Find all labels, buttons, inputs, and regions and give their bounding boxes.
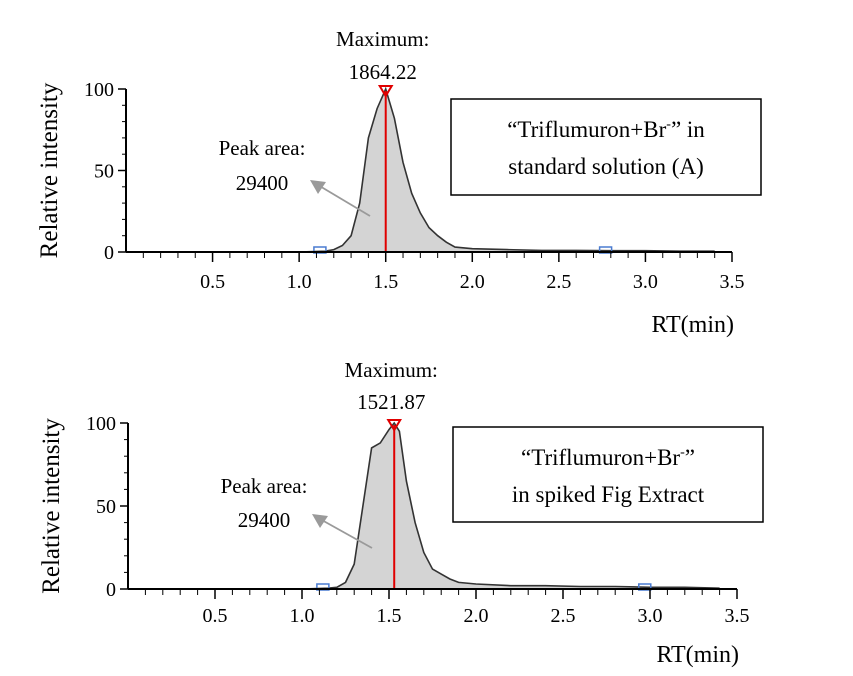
legend-line-1: “Triflumuron+Br-” [521,445,695,470]
x-axis-label: RT(min) [651,312,734,338]
peak-area-value: 29400 [238,508,291,532]
x-tick-label: 1.0 [290,605,315,627]
maximum-value: 1864.22 [349,60,417,84]
legend-line-1: “Triflumuron+Br-” in [507,117,705,142]
y-tick-label: 100 [86,413,116,435]
x-tick-label: 3.0 [633,271,658,293]
chromatogram-trace [301,421,720,590]
peak-marker-triangle [377,85,394,98]
legend-text-main: “Triflumuron+Br [521,445,680,470]
chart-panel-2: 0 50 100 0.5 1.0 1.5 2.0 2.5 3.0 3.5 RT(min) Relati… [38,358,764,668]
peak-area-value: 29400 [236,171,289,195]
y-tick-label: 50 [96,496,116,518]
peak-area-label: Peak area: [221,474,308,498]
legend-line-2: standard solution (A) [508,154,703,179]
legend-box [452,426,764,523]
x-tick-label: 1.5 [377,605,402,627]
legend-line-2: in spiked Fig Extract [512,482,705,507]
x-tick-label: 3.5 [725,605,750,627]
x-tick-label: 2.0 [464,605,489,627]
x-tick-label: 0.5 [200,271,225,293]
x-tick-label: 2.5 [551,605,576,627]
legend-superscript: - [680,445,685,460]
chart-panel-1: 0 50 100 0.5 1.0 1.5 2.0 2.5 3.0 3.5 RT(min) Relati… [36,27,762,338]
peak-area-fill [299,89,715,252]
legend-box [450,98,762,196]
peak-marker-triangle [386,419,402,432]
legend-text-tail: ” [685,445,695,470]
legend-superscript: - [666,117,671,132]
y-axis-label: Relative intensity [36,82,63,258]
peak-area-arrowhead [310,180,326,194]
x-tick-label: 3.5 [720,271,745,293]
x-tick-label: 0.5 [203,605,228,627]
peak-area-label: Peak area: [219,136,306,160]
x-tick-label: 2.0 [460,271,485,293]
peak-area-fill [302,423,720,589]
y-axis-label: Relative intensity [38,418,65,594]
y-tick-label: 100 [84,79,114,101]
peak-area-arrowhead [312,514,328,528]
y-tick-label: 50 [94,161,114,183]
peak-area-arrow-line [319,518,373,549]
x-axis-label: RT(min) [656,642,739,668]
x-tick-label: 3.0 [638,605,663,627]
x-tick-label: 1.0 [287,271,312,293]
peak-area-arrow-line [317,184,371,217]
maximum-label: Maximum: [345,358,438,382]
x-tick-label: 2.5 [546,271,571,293]
legend-text-tail: ” in [671,117,705,142]
maximum-label: Maximum: [336,27,429,51]
maximum-value: 1521.87 [357,390,425,414]
y-tick-label: 0 [106,579,116,601]
x-tick-label: 1.5 [373,271,398,293]
y-tick-label: 0 [104,242,114,264]
chromatogram-trace [299,86,715,253]
legend-text-main: “Triflumuron+Br [507,117,666,142]
